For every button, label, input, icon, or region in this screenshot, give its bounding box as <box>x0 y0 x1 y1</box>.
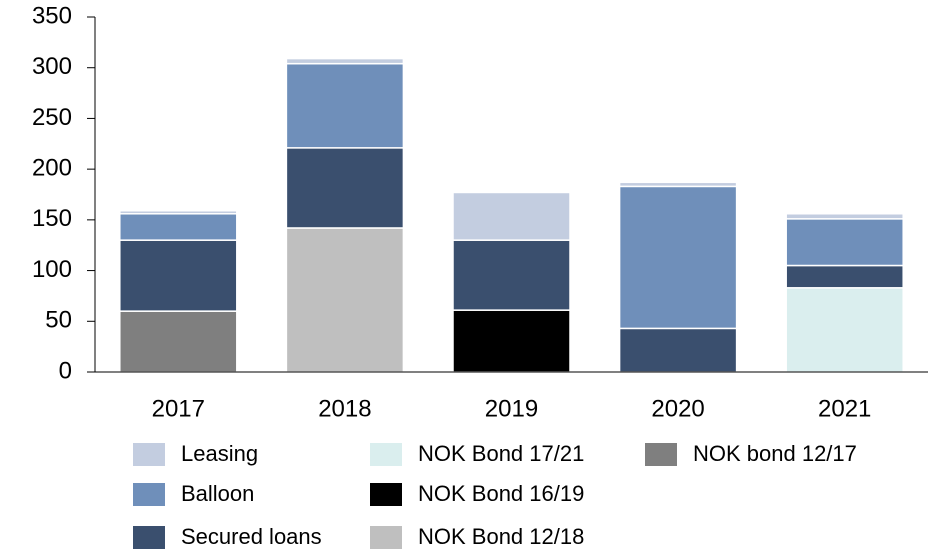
bar-segment <box>618 181 738 188</box>
x-tick-label: 2018 <box>318 395 371 422</box>
legend-swatch <box>133 483 165 506</box>
legend-label: Secured loans <box>181 524 322 549</box>
bar-segment <box>285 57 405 65</box>
y-tick-label: 0 <box>59 357 72 384</box>
legend-label: NOK bond 12/17 <box>693 441 857 466</box>
legend-label: Leasing <box>181 441 258 466</box>
bar-segment <box>285 227 405 373</box>
legend-swatch <box>133 526 165 549</box>
y-tick-label: 50 <box>45 307 72 334</box>
bar-segment <box>785 264 904 289</box>
bar-segment <box>119 213 238 241</box>
x-tick-label: 2017 <box>152 395 205 422</box>
x-tick-label: 2021 <box>818 395 871 422</box>
bar-segment <box>785 287 904 373</box>
bar-segment <box>119 310 238 373</box>
legend-label: Balloon <box>181 481 254 506</box>
bar-segment <box>119 239 238 312</box>
bar-segment <box>452 309 571 373</box>
x-tick-label: 2020 <box>651 395 704 422</box>
legend-label: NOK Bond 16/19 <box>418 481 584 506</box>
bar-segment <box>618 327 738 373</box>
bar-segment <box>119 209 238 215</box>
y-tick-label: 250 <box>32 104 72 131</box>
y-tick-label: 300 <box>32 53 72 80</box>
bar-segment <box>785 213 904 220</box>
x-tick-label: 2019 <box>485 395 538 422</box>
legend-swatch <box>370 443 402 466</box>
legend-swatch <box>370 526 402 549</box>
bar-segment <box>618 185 738 330</box>
legend-label: NOK Bond 12/18 <box>418 524 584 549</box>
bar-segment <box>452 191 571 241</box>
bar-segment <box>785 218 904 267</box>
legend-label: NOK Bond 17/21 <box>418 441 584 466</box>
y-tick-label: 100 <box>32 256 72 283</box>
y-tick-label: 200 <box>32 154 72 181</box>
legend-swatch <box>370 483 402 506</box>
y-tick-label: 150 <box>32 205 72 232</box>
bar-segment <box>452 239 571 311</box>
legend-swatch <box>133 443 165 466</box>
legend-swatch <box>645 443 677 466</box>
bar-segment <box>285 147 405 229</box>
bar-segment <box>285 62 405 149</box>
y-tick-label: 350 <box>32 2 72 29</box>
